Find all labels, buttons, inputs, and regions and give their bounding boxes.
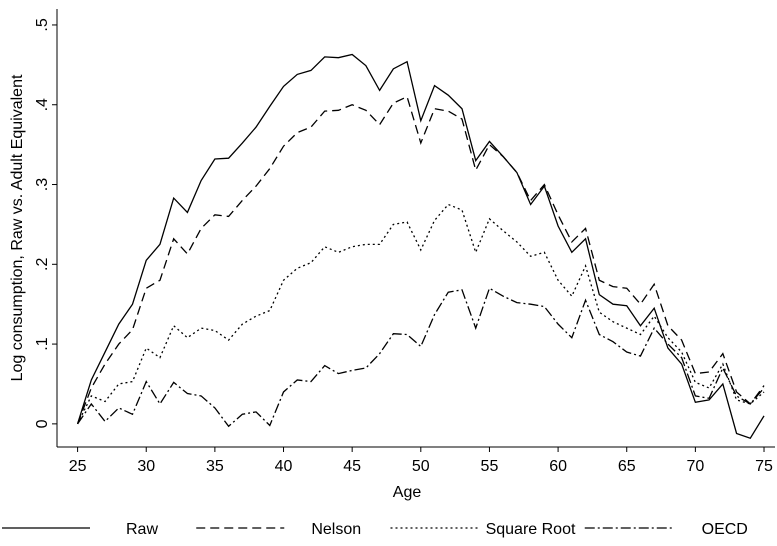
y-tick-label: .2 xyxy=(34,258,51,271)
series-line xyxy=(76,53,765,440)
x-axis-title: Age xyxy=(393,484,422,501)
series-line xyxy=(76,95,765,425)
legend-label: OECD xyxy=(702,521,748,538)
y-axis-title: Log consumption, Raw vs. Adult Equivalen… xyxy=(9,74,26,381)
x-tick-label: 70 xyxy=(686,458,704,475)
x-tick-label: 55 xyxy=(481,458,499,475)
x-tick-label: 75 xyxy=(755,458,773,475)
x-tick-label: 45 xyxy=(343,458,361,475)
y-tick-label: .5 xyxy=(34,18,51,31)
x-tick-label: 60 xyxy=(549,458,567,475)
legend-label: Square Root xyxy=(486,521,576,538)
y-tick-label: .1 xyxy=(34,337,51,350)
x-tick-label: 40 xyxy=(275,458,293,475)
legend-label: Nelson xyxy=(311,521,361,538)
x-tick-label: 35 xyxy=(206,458,224,475)
y-tick-label: .4 xyxy=(34,98,51,111)
x-tick-label: 25 xyxy=(69,458,87,475)
legend-label: Raw xyxy=(126,521,158,538)
y-tick-label: 0 xyxy=(34,419,51,428)
y-tick-label: .3 xyxy=(34,178,51,191)
series-line xyxy=(77,203,765,425)
x-tick-label: 30 xyxy=(137,458,155,475)
x-tick-label: 65 xyxy=(618,458,636,475)
x-tick-label: 50 xyxy=(412,458,430,475)
series-line xyxy=(77,287,765,428)
